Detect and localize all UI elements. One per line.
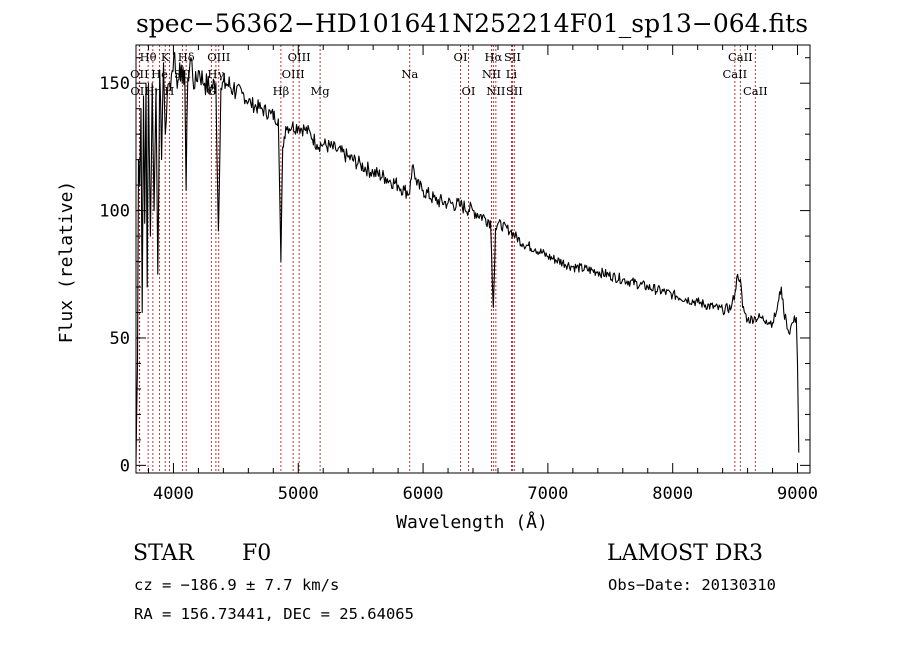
object-class: STAR xyxy=(133,541,195,566)
line-label-25: CaII xyxy=(728,50,753,64)
plot-frame xyxy=(135,44,811,474)
obs-date-readout: Obs−Date: 20130310 xyxy=(608,576,776,594)
line-label-18: OI xyxy=(462,84,476,98)
x-tick-label-0: 4000 xyxy=(153,484,194,504)
line-label-24: SII xyxy=(506,84,523,98)
line-label-10: Hγ xyxy=(207,67,224,81)
line-label-9: OIII xyxy=(207,50,230,64)
x-tick-label-4: 8000 xyxy=(652,484,693,504)
line-label-4: K xyxy=(161,50,170,64)
line-label-23: Li xyxy=(506,67,518,81)
line-label-21: NII xyxy=(486,84,505,98)
line-label-19: Hα xyxy=(484,50,502,64)
spectral-line-markers xyxy=(138,45,756,473)
y-tick-label-3: 150 xyxy=(99,74,130,94)
object-subclass: F0 xyxy=(242,541,271,566)
line-label-11: G xyxy=(207,84,216,98)
survey-name: LAMOST DR3 xyxy=(607,541,763,566)
x-tick-label-1: 5000 xyxy=(278,484,319,504)
x-tick-label-5: 9000 xyxy=(777,484,818,504)
line-label-2: OII xyxy=(130,84,149,98)
redshift-readout: cz = −186.9 ± 7.7 km/s xyxy=(134,576,339,594)
x-tick-label-3: 7000 xyxy=(527,484,568,504)
line-label-15: Mg xyxy=(311,84,331,98)
line-label-0: Hθ xyxy=(140,50,157,64)
y-tick-label-2: 100 xyxy=(99,202,130,222)
line-label-12: Hβ xyxy=(273,84,290,98)
line-label-14: OIII xyxy=(288,50,311,64)
x-tick-label-2: 6000 xyxy=(403,484,444,504)
x-axis: 4000 5000 6000 7000 8000 9000 xyxy=(147,45,818,504)
y-axis-label: Flux (relative) xyxy=(56,181,77,344)
y-tick-label-1: 50 xyxy=(110,329,130,349)
coordinates-readout: RA = 156.73441, DEC = 25.64065 xyxy=(134,605,414,623)
line-label-6: H xyxy=(164,84,174,98)
spectrum-series-line xyxy=(135,52,800,463)
y-axis: 0 50 100 150 xyxy=(99,57,810,476)
line-label-13: OIII xyxy=(282,67,305,81)
line-label-27: CaII xyxy=(743,84,768,98)
line-label-17: OI xyxy=(454,50,468,64)
line-label-26: CaII xyxy=(722,67,747,81)
line-label-1: OII xyxy=(130,67,149,81)
line-label-22: SII xyxy=(504,50,521,64)
line-label-16: Na xyxy=(401,67,418,81)
x-axis-label: Wavelength (Å) xyxy=(396,511,548,533)
chart-title: spec−56362−HD101641N252214F01_sp13−064.f… xyxy=(136,9,808,38)
y-tick-label-0: 0 xyxy=(120,456,130,476)
line-label-20: NII xyxy=(482,67,501,81)
